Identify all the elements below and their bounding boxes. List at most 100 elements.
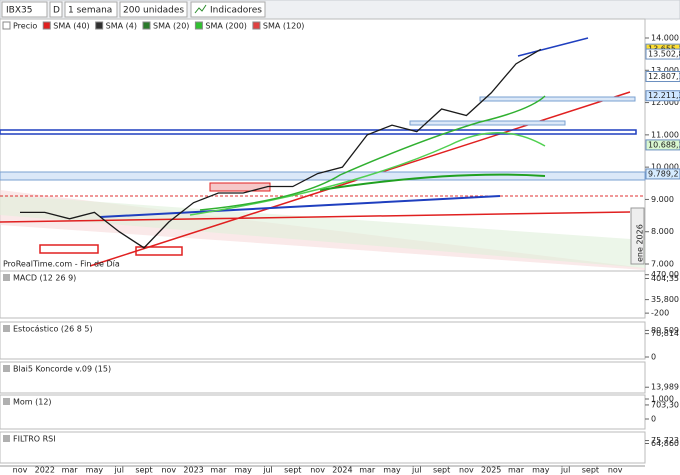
y-tick-label: 70,814 [651, 329, 679, 338]
x-tick-label: 2024 [332, 466, 352, 475]
y-tick-label: 13.000 [651, 66, 679, 75]
x-tick-label: 2023 [183, 466, 203, 475]
x-tick-label: sept [582, 466, 599, 475]
level-band [409, 120, 566, 126]
indicator-panel [0, 270, 646, 319]
marker-box [135, 246, 183, 256]
indicator-icon [3, 325, 10, 332]
x-tick-label: sept [284, 466, 301, 475]
indicator-name: FILTRO RSI [13, 435, 56, 444]
y-tick-label: 404,35 [651, 274, 679, 283]
legend-swatch [2, 21, 11, 30]
legend-label: Precio [13, 22, 37, 31]
indicator-icon [3, 274, 10, 281]
legend-label: SMA (120) [263, 22, 305, 31]
level-band [479, 96, 636, 102]
price-tag [645, 90, 680, 102]
y-tick-label: -200 [651, 309, 669, 318]
level-band [0, 171, 646, 181]
indicators[interactable]: Indicadores [210, 6, 262, 16]
marker-box [209, 182, 271, 192]
y-tick-label: 7.000 [651, 260, 674, 269]
price-tag [645, 168, 680, 180]
price-tag [645, 48, 680, 60]
indicator-icon [3, 398, 10, 405]
price-line [20, 48, 542, 249]
legend-label: SMA (40) [53, 22, 89, 31]
side-label: ene 2026 [636, 224, 645, 262]
level-band [0, 129, 637, 135]
price-tag-label: 10.688,3 [648, 140, 680, 149]
x-tick-label: sept [135, 466, 152, 475]
sma-40-line [199, 95, 546, 211]
y-tick-label: 12.000 [651, 98, 679, 107]
indicators-icon [194, 4, 207, 14]
channel-line [517, 37, 589, 57]
units-box[interactable] [119, 1, 188, 18]
legend-swatch [252, 21, 261, 30]
price-tag-label: 9.789,2 [648, 169, 679, 178]
symbol[interactable]: IBX35 [6, 6, 32, 16]
x-tick-label: jul [411, 466, 422, 475]
indicator-name: Blai5 Koncorde v.09 (15) [13, 365, 111, 374]
trend-line [99, 195, 501, 218]
period-box[interactable] [64, 1, 118, 18]
y-tick-label: 80,509 [651, 326, 679, 335]
indicator-name: MACD (12 26 9) [13, 274, 76, 283]
y-tick-label: 14.000 [651, 34, 679, 43]
x-tick-label: sept [433, 466, 450, 475]
y-tick-label: 8.000 [651, 227, 674, 236]
y-tick-label: 64,860 [651, 439, 679, 448]
y-tick-label: 470,00 [651, 270, 679, 279]
indicator-panel [0, 361, 646, 394]
legend-label: SMA (20) [153, 22, 189, 31]
y-tick-label: 75,723 [651, 436, 679, 445]
x-tick-label: mar [359, 466, 376, 475]
x-tick-label: nov [13, 466, 28, 475]
legend-label: SMA (200) [205, 22, 247, 31]
mode[interactable]: D [53, 6, 60, 16]
x-tick-label: may [86, 466, 104, 475]
symbol-box[interactable] [1, 1, 48, 18]
x-tick-label: jul [560, 466, 571, 475]
x-tick-label: nov [310, 466, 325, 475]
units[interactable]: 200 unidades [123, 6, 184, 16]
y-tick-label: 9.000 [651, 195, 674, 204]
x-tick-label: mar [62, 466, 79, 475]
y-tick-label: 0 [651, 415, 656, 424]
legend-swatch [142, 21, 151, 30]
indicator-icon [3, 365, 10, 372]
sma-200-line [319, 173, 546, 191]
marker-box [39, 244, 99, 254]
x-tick-label: mar [508, 466, 525, 475]
indicator-name: Mom (12) [13, 398, 52, 407]
y-tick-label: 0 [651, 353, 656, 362]
y-tick-label: 13,989 [651, 383, 679, 392]
x-tick-label: mar [210, 466, 227, 475]
y-tick-label: 35,800 [651, 295, 679, 304]
indicator-panel [0, 431, 646, 464]
side-tag [630, 207, 645, 265]
mode-box[interactable] [49, 1, 63, 18]
legend-swatch [42, 21, 51, 30]
indicator-icon [3, 435, 10, 442]
x-tick-label: may [383, 466, 401, 475]
x-tick-label: 2025 [481, 466, 501, 475]
y-tick-label: 1.000 [651, 395, 674, 404]
indicators-box[interactable] [190, 1, 266, 18]
legend-swatch [95, 21, 104, 30]
x-tick-label: may [532, 466, 550, 475]
y-tick-label: 703,30 [651, 400, 679, 409]
x-tick-label: jul [262, 466, 273, 475]
indicator-name: Estocástico (26 8 5) [13, 325, 93, 334]
watermark: ProRealTime.com - Fin de Día [3, 260, 120, 269]
x-tick-label: nov [608, 466, 623, 475]
sma-120-line [189, 132, 546, 216]
period[interactable]: 1 semana [68, 6, 112, 16]
price-tag [645, 139, 680, 151]
price-tag [645, 71, 680, 83]
y-tick-label: 10.000 [651, 163, 679, 172]
price-tag-label: 12.807,1 [648, 72, 680, 81]
x-tick-label: jul [113, 466, 124, 475]
